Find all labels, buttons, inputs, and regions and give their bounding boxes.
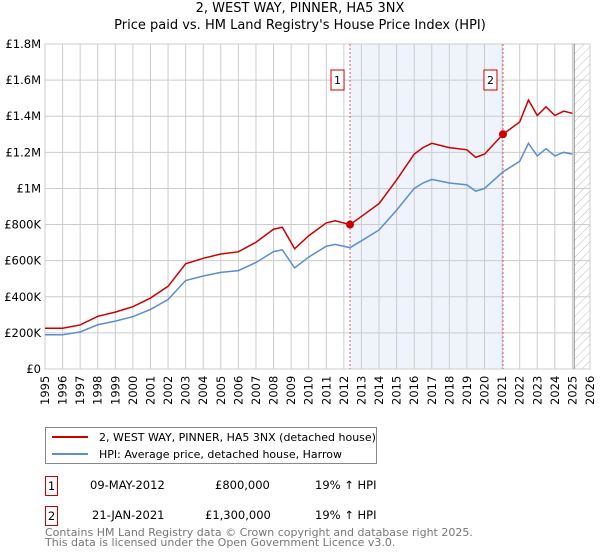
x-tick-label: 2022 (513, 376, 527, 405)
x-tick-label: 2016 (407, 376, 421, 405)
sale-marker-box (483, 69, 498, 91)
y-tick-label: £1M (16, 181, 41, 195)
x-tick-label: 2023 (530, 376, 544, 405)
x-tick-label: 2019 (460, 376, 474, 405)
x-tick-label: 2026 (583, 376, 597, 405)
sale-point (346, 220, 355, 229)
x-tick-label: 2020 (478, 376, 492, 405)
y-tick-label: £800K (4, 218, 41, 232)
x-tick-label: 2018 (442, 376, 456, 405)
transaction-marker: 2 (45, 506, 58, 526)
transaction-price: £800,000 (215, 478, 270, 492)
chart-subtitle: Price paid vs. HM Land Registry's House … (114, 18, 486, 33)
series-line (45, 98, 573, 329)
series-line (45, 141, 573, 336)
x-tick-label: 2004 (196, 376, 210, 405)
y-tick-label: £1.6M (5, 73, 41, 87)
x-tick-label: 1998 (91, 376, 105, 405)
y-tick-label: £600K (4, 254, 41, 268)
transaction-date: 09-MAY-2012 (90, 478, 165, 492)
legend: 2, WEST WAY, PINNER, HA5 3NX (detached h… (45, 427, 377, 464)
x-tick-label: 2024 (548, 376, 562, 405)
price-chart: 1995 1996 1997 1998 1999 2000 2001 2002 2003 2004… (4, 37, 597, 405)
x-tick-label: 2025 (565, 376, 579, 405)
x-tick-label: 2021 (495, 376, 509, 405)
x-tick-label: 2011 (319, 376, 333, 405)
legend-swatch (52, 453, 88, 455)
sale-marker-box (330, 69, 345, 91)
sale-point (498, 130, 507, 139)
y-tick-label: £1.4M (5, 109, 41, 123)
x-tick-label: 1997 (73, 376, 87, 405)
x-tick-label: 2009 (284, 376, 298, 405)
y-tick-label: £0 (26, 362, 41, 376)
legend-item-hpi: HPI: Average price, detached house, Harr… (52, 446, 342, 462)
x-tick-label: 2008 (267, 376, 281, 405)
y-tick-label: £200K (4, 326, 41, 340)
transaction-price: £1,300,000 (205, 508, 271, 522)
x-tick-label: 1995 (38, 376, 52, 405)
x-tick-label: 2002 (161, 376, 175, 405)
x-tick-label: 1996 (56, 376, 70, 405)
sale-marker-label: 2 (487, 74, 494, 87)
chart-title: 2, WEST WAY, PINNER, HA5 3NX (195, 1, 405, 16)
x-tick-label: 2010 (302, 376, 316, 405)
legend-label: 2, WEST WAY, PINNER, HA5 3NX (detached h… (99, 430, 376, 444)
sale-marker-label: 1 (334, 74, 341, 87)
transaction-date: 21-JAN-2021 (92, 508, 165, 522)
y-tick-label: £1.2M (5, 145, 41, 159)
legend-item-property: 2, WEST WAY, PINNER, HA5 3NX (detached h… (52, 429, 376, 445)
transaction-hpi: 19% ↑ HPI (315, 508, 377, 522)
x-tick-label: 2000 (126, 376, 140, 405)
x-tick-label: 2001 (143, 376, 157, 405)
x-tick-label: 2015 (390, 376, 404, 405)
transaction-marker: 1 (45, 476, 58, 496)
legend-label: HPI: Average price, detached house, Harr… (99, 447, 342, 461)
legend-swatch (52, 436, 88, 438)
x-tick-label: 2012 (337, 376, 351, 405)
y-tick-label: £1.8M (5, 37, 41, 51)
x-tick-label: 2007 (249, 376, 263, 405)
x-tick-label: 2014 (372, 376, 386, 405)
x-tick-label: 2013 (354, 376, 368, 405)
footer-line: Contains HM Land Registry data © Crown c… (45, 526, 473, 539)
footer: Contains HM Land Registry data © Crown c… (45, 526, 473, 549)
transaction-hpi: 19% ↑ HPI (315, 478, 377, 492)
x-tick-label: 2006 (231, 376, 245, 405)
x-tick-label: 2005 (214, 376, 228, 405)
forecast-hatch (574, 44, 590, 369)
shaded-period (350, 44, 503, 369)
x-tick-label: 1999 (108, 376, 122, 405)
y-tick-label: £400K (4, 290, 41, 304)
footer-line: This data is licensed under the Open Gov… (45, 536, 396, 549)
plot-frame (44, 43, 591, 370)
x-tick-label: 2003 (179, 376, 193, 405)
x-tick-label: 2017 (425, 376, 439, 405)
